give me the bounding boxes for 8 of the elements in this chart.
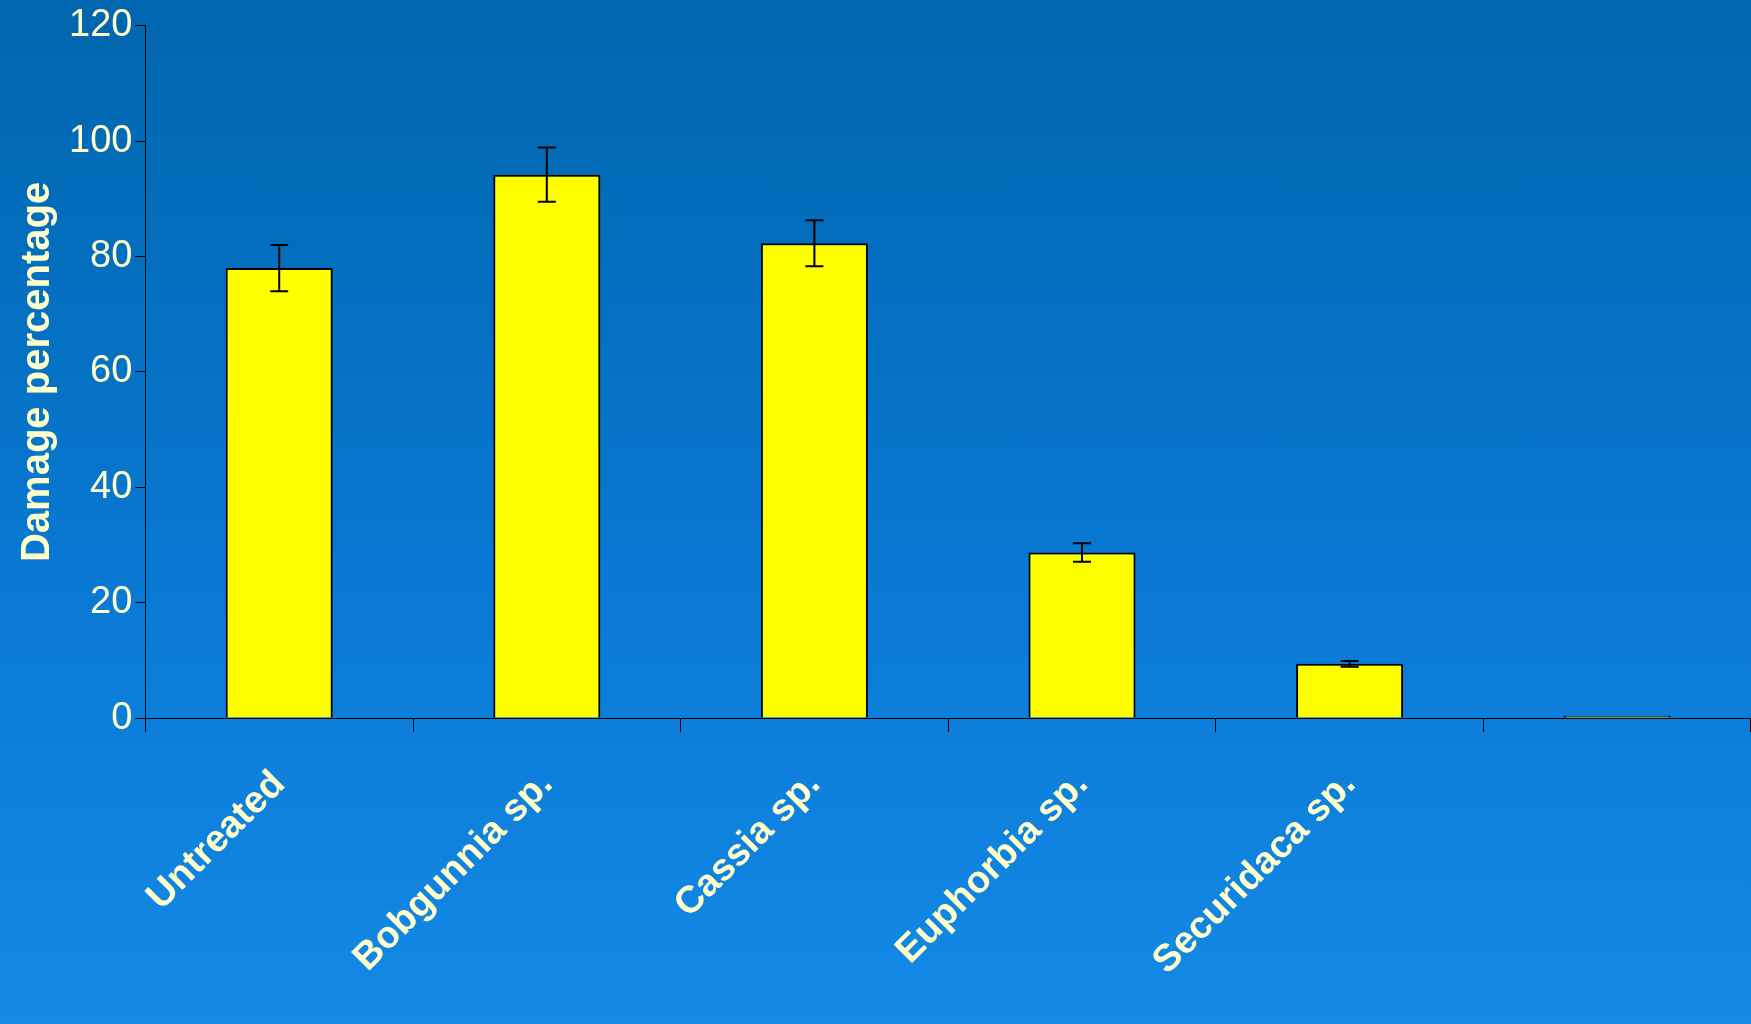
y-tick-label: 60 — [90, 348, 133, 391]
y-tick-label: 20 — [90, 579, 133, 622]
y-tick-label: 0 — [111, 694, 133, 737]
y-tick-label: 80 — [90, 233, 133, 276]
y-tick-label: 120 — [69, 2, 133, 45]
y-tick-label: 100 — [69, 117, 133, 160]
y-tick-label: 40 — [90, 463, 133, 506]
y-axis-title: Damage percentage — [13, 181, 58, 563]
